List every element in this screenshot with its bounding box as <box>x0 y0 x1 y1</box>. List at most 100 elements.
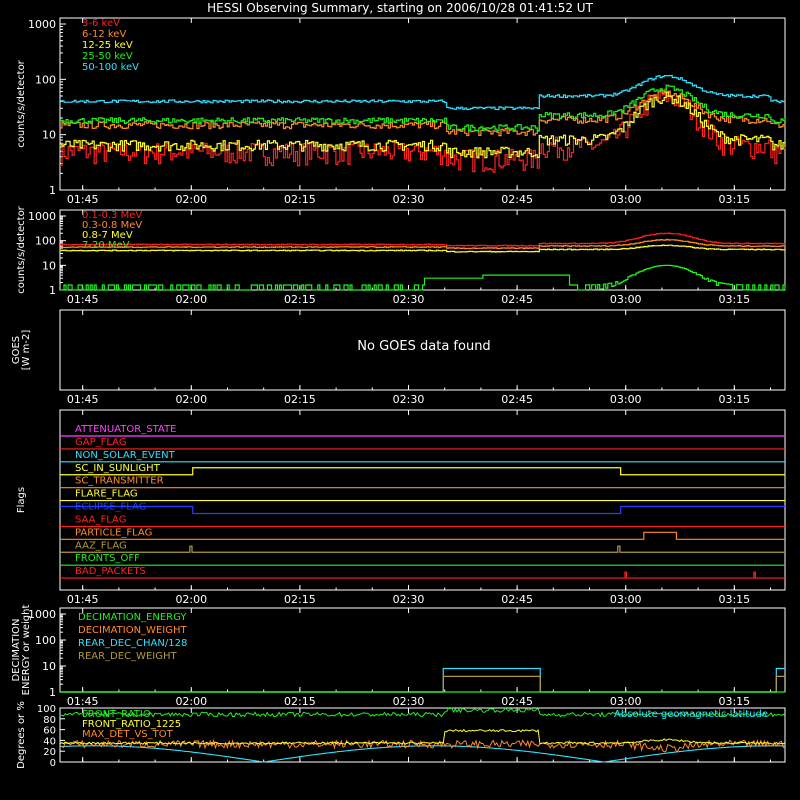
flag-line <box>60 467 785 476</box>
panel-5: 01:45 02:00 02:15 02:30 02:45 03:00 03:15 1 10 10… <box>11 605 786 708</box>
x-tick-label: 02:00 <box>175 695 207 708</box>
x-tick-label: 02:15 <box>284 193 316 206</box>
y-axis-label: Degrees or % <box>16 701 27 769</box>
y-axis-label: ENERGY or weight <box>21 605 32 696</box>
y-axis-label: [W m-2] <box>21 330 32 371</box>
flag-label: FLARE_FLAG <box>75 489 138 500</box>
y-axis-label: GOES <box>11 336 22 364</box>
legend-entry: 0.3-0.8 MeV <box>82 220 142 231</box>
flag-label: FRONTS_OFF <box>75 553 140 564</box>
x-tick-label: 02:45 <box>501 695 533 708</box>
y-tick-label: 20 <box>43 747 56 758</box>
flag-line <box>60 505 785 515</box>
x-tick-label: 02:00 <box>175 593 207 606</box>
flag-label: BAD_PACKETS <box>75 566 146 577</box>
panel-frame <box>59 309 786 391</box>
y-tick-label: 100 <box>35 73 56 86</box>
flag-label: AAZ_FLAG <box>75 540 127 551</box>
series-line-1 <box>60 232 786 247</box>
x-tick-label: 03:15 <box>718 293 750 306</box>
x-tick-label: 01:45 <box>67 393 99 406</box>
panel-2: 01:45 02:00 02:15 02:30 02:45 03:00 03:15 1 10 10… <box>16 205 786 306</box>
y-tick-label: 1000 <box>28 608 56 621</box>
x-tick-label: 01:45 <box>67 695 99 708</box>
panel-4: 01:45 02:00 02:15 02:30 02:45 03:00 03:15 Flags… <box>16 409 786 606</box>
y-tick-label: 100 <box>35 634 56 647</box>
y-tick-label: 1 <box>49 184 56 197</box>
legend-entry: 3-6 keV <box>82 18 120 29</box>
flag-line <box>60 531 785 540</box>
legend-entry: 0.1-0.3 MeV <box>82 210 142 221</box>
x-tick-label: 02:45 <box>501 593 533 606</box>
x-tick-label: 01:45 <box>67 593 99 606</box>
x-tick-label: 02:00 <box>175 193 207 206</box>
front-ratio-1225-line <box>59 728 786 745</box>
y-tick-label: 0 <box>50 758 56 769</box>
flag-label: SC_IN_SUNLIGHT <box>75 463 161 474</box>
page-title: HESSI Observing Summary, starting on 200… <box>207 1 593 15</box>
x-tick-label: 02:00 <box>175 393 207 406</box>
x-tick-label: 03:15 <box>718 393 750 406</box>
legend-entry: FRONT_RATIO_1225 <box>82 719 181 730</box>
x-tick-label: 01:45 <box>67 293 99 306</box>
legend-entry: 7-20 MeV <box>82 240 130 251</box>
x-tick-label: 03:15 <box>718 593 750 606</box>
y-axis-label: DECIMATION <box>11 618 22 681</box>
legend-entry: 6-12 keV <box>82 29 126 40</box>
x-tick-label: 03:00 <box>610 193 642 206</box>
legend-entry: DECIMATION_WEIGHT <box>78 625 187 636</box>
y-tick-label: 10 <box>42 259 56 272</box>
series-line-4 <box>60 84 786 132</box>
x-tick-label: 02:30 <box>393 193 425 206</box>
legend-entry: Absolute geomagnetic latitude <box>614 709 768 720</box>
legend-entry: REAR_DEC_WEIGHT <box>78 651 177 662</box>
y-tick-label: 40 <box>43 736 56 747</box>
x-tick-label: 02:30 <box>393 593 425 606</box>
y-tick-label: 1000 <box>28 18 56 31</box>
panel-frame <box>59 707 786 763</box>
panel-frame <box>59 17 786 191</box>
y-tick-label: 80 <box>43 715 56 726</box>
front-ratio-line <box>59 707 786 718</box>
x-tick-label: 03:00 <box>610 695 642 708</box>
legend-entry: FRONT_RATIO <box>82 709 151 720</box>
panel-3: 01:45 02:00 02:15 02:30 02:45 03:00 03:15 GOES[… <box>11 309 786 406</box>
flag-line <box>60 545 785 553</box>
panel-1: 01:45 02:00 02:15 02:30 02:45 03:00 03:15 1 10 10… <box>16 17 786 206</box>
rear-dec-chan-line <box>60 667 785 693</box>
flag-label: GAP_FLAG <box>75 437 127 448</box>
y-tick-label: 10 <box>42 129 56 142</box>
y-tick-label: 100 <box>35 235 56 248</box>
x-tick-label: 03:15 <box>718 695 750 708</box>
x-tick-label: 03:00 <box>610 293 642 306</box>
flag-label: PARTICLE_FLAG <box>75 527 152 538</box>
series-line-3 <box>60 91 786 159</box>
x-tick-label: 02:15 <box>284 393 316 406</box>
flag-label: ATTENUATOR_STATE <box>75 424 176 435</box>
legend-entry: 12-25 keV <box>82 40 133 51</box>
x-tick-label: 02:15 <box>284 293 316 306</box>
x-tick-label: 02:30 <box>393 293 425 306</box>
x-tick-label: 02:45 <box>501 193 533 206</box>
x-tick-label: 02:15 <box>284 593 316 606</box>
x-tick-label: 02:30 <box>393 393 425 406</box>
series-line-2 <box>60 238 786 250</box>
legend-entry: 50-100 keV <box>82 62 139 73</box>
flag-label: SC_TRANSMITTER <box>75 476 164 487</box>
y-tick-label: 1 <box>49 686 56 699</box>
legend-entry: REAR_DEC_CHAN/128 <box>78 638 187 649</box>
x-tick-label: 03:15 <box>718 193 750 206</box>
y-tick-label: 10 <box>42 660 56 673</box>
y-axis-label: counts/s/detector <box>16 59 27 147</box>
series-line-3 <box>60 244 786 253</box>
x-tick-label: 02:15 <box>284 695 316 708</box>
series-line-4 <box>60 264 786 291</box>
y-tick-label: 60 <box>43 726 56 737</box>
max-det-line <box>59 738 786 753</box>
x-tick-label: 02:30 <box>393 695 425 708</box>
y-tick-label: 100 <box>37 704 56 715</box>
legend-entry: DECIMATION_ENERGY <box>78 612 187 623</box>
x-tick-label: 02:45 <box>501 393 533 406</box>
